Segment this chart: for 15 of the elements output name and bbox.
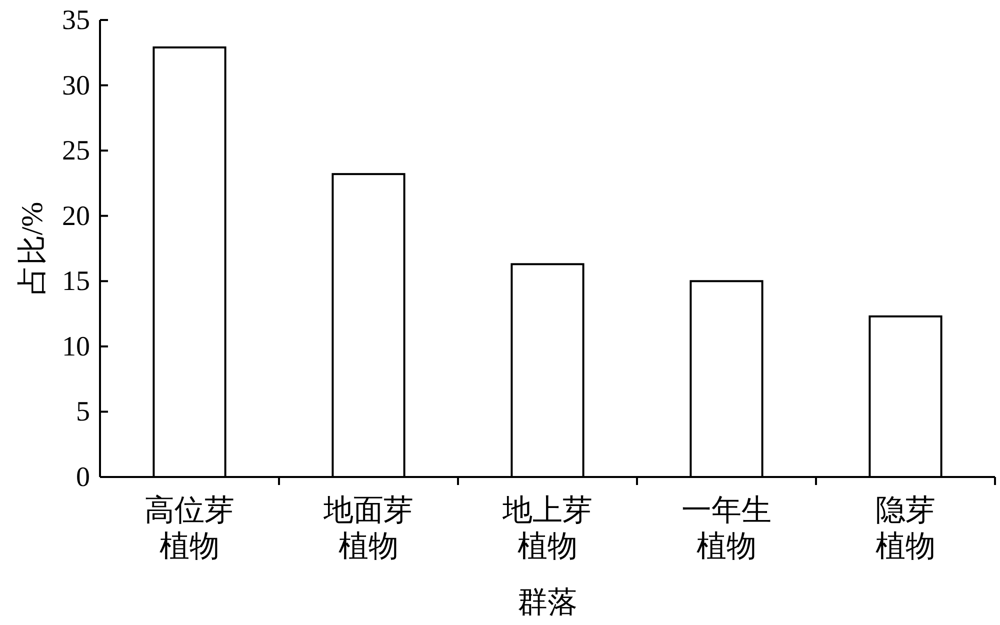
x-tick-label: 地上芽植物 [502,494,592,563]
x-tick-label: 地面芽植物 [322,494,414,563]
x-tick-label: 隐芽植物 [876,494,936,563]
x-tick-label: 一年生植物 [682,494,772,563]
x-axis-title: 群落 [518,586,578,619]
y-tick-label: 5 [76,396,90,428]
y-tick-label: 25 [62,136,90,167]
y-tick-label: 10 [62,331,90,362]
y-tick-label: 20 [62,200,90,232]
x-tick-label: 高位芽植物 [144,494,234,563]
y-axis-title: 占比/% [16,202,49,296]
y-tick-label: 35 [62,5,90,36]
y-tick-label: 0 [76,462,90,493]
y-tick-label: 30 [62,70,90,102]
y-tick-label: 15 [62,266,90,298]
